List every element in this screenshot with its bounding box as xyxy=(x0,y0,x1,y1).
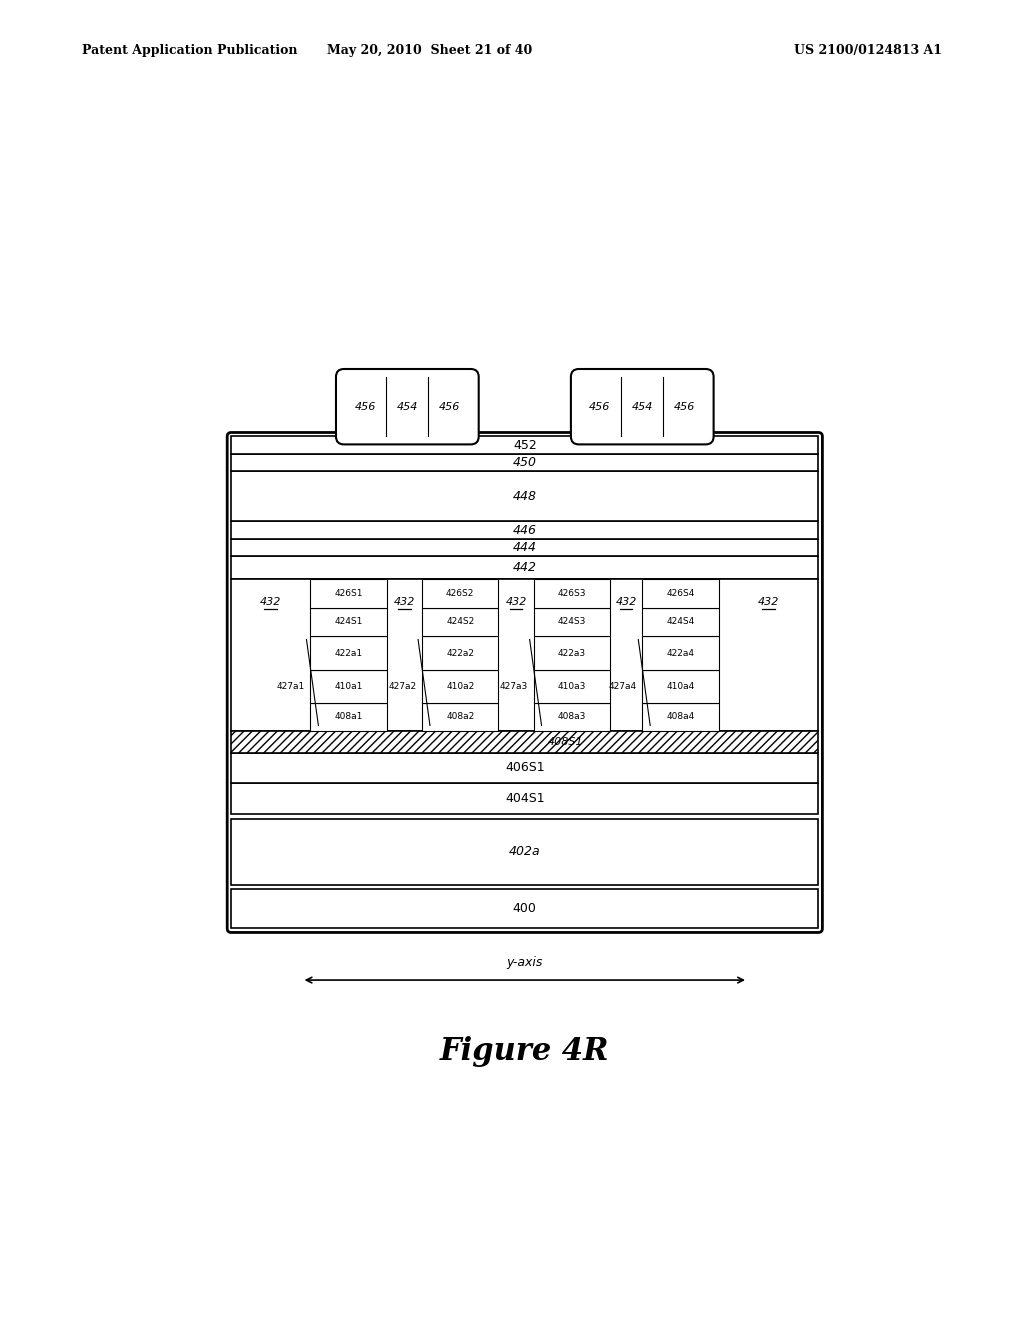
Bar xyxy=(422,702,499,731)
Bar xyxy=(534,579,610,607)
Text: 406S1: 406S1 xyxy=(505,762,545,775)
Bar xyxy=(534,607,610,636)
Text: 432: 432 xyxy=(615,597,637,607)
Text: 454: 454 xyxy=(396,401,418,412)
Text: 422a4: 422a4 xyxy=(667,648,694,657)
Text: 456: 456 xyxy=(354,401,376,412)
Bar xyxy=(310,671,387,702)
Bar xyxy=(231,752,818,783)
Bar xyxy=(231,556,818,579)
Text: 432: 432 xyxy=(758,597,779,607)
Text: 410a2: 410a2 xyxy=(446,682,474,690)
Bar xyxy=(310,702,387,731)
Text: 408a4: 408a4 xyxy=(667,713,694,722)
Bar xyxy=(422,671,499,702)
Text: 400: 400 xyxy=(513,903,537,916)
Text: 444: 444 xyxy=(513,541,537,553)
Text: Figure 4R: Figure 4R xyxy=(440,1036,609,1067)
Text: 408a2: 408a2 xyxy=(446,713,474,722)
Bar xyxy=(231,471,818,521)
Bar xyxy=(310,579,387,607)
Text: 410a1: 410a1 xyxy=(335,682,362,690)
Text: 426S3: 426S3 xyxy=(557,589,586,598)
Text: 426S4: 426S4 xyxy=(667,589,694,598)
Text: 432: 432 xyxy=(393,597,415,607)
Text: 422a1: 422a1 xyxy=(335,648,362,657)
Text: 446: 446 xyxy=(513,524,537,536)
Text: Patent Application Publication: Patent Application Publication xyxy=(82,44,297,57)
Text: 432: 432 xyxy=(505,597,526,607)
Text: 456: 456 xyxy=(439,401,461,412)
Text: y-axis: y-axis xyxy=(507,956,543,969)
Bar xyxy=(231,731,818,752)
Text: 424S3: 424S3 xyxy=(558,618,586,627)
Text: 408S1: 408S1 xyxy=(548,737,584,747)
Text: 426S1: 426S1 xyxy=(335,589,362,598)
Bar xyxy=(310,607,387,636)
Text: 410a3: 410a3 xyxy=(558,682,586,690)
Text: 422a3: 422a3 xyxy=(558,648,586,657)
Text: May 20, 2010  Sheet 21 of 40: May 20, 2010 Sheet 21 of 40 xyxy=(328,44,532,57)
Text: 408a3: 408a3 xyxy=(558,713,586,722)
Text: 410a4: 410a4 xyxy=(667,682,694,690)
Text: 422a2: 422a2 xyxy=(446,648,474,657)
FancyBboxPatch shape xyxy=(227,433,822,932)
Text: 450: 450 xyxy=(513,455,537,469)
Text: 452: 452 xyxy=(513,438,537,451)
Bar xyxy=(422,579,499,607)
Bar xyxy=(642,579,719,607)
Bar xyxy=(231,454,818,471)
Bar xyxy=(642,607,719,636)
Bar xyxy=(642,671,719,702)
Bar xyxy=(310,636,387,671)
Text: 454: 454 xyxy=(632,401,653,412)
Text: 402a: 402a xyxy=(509,845,541,858)
Text: 404S1: 404S1 xyxy=(505,792,545,805)
Bar xyxy=(642,636,719,671)
Text: 426S2: 426S2 xyxy=(446,589,474,598)
Bar xyxy=(534,702,610,731)
Text: 424S2: 424S2 xyxy=(446,618,474,627)
Bar xyxy=(422,636,499,671)
Text: 424S4: 424S4 xyxy=(667,618,694,627)
Text: 427a2: 427a2 xyxy=(388,682,416,690)
Text: US 2100/0124813 A1: US 2100/0124813 A1 xyxy=(794,44,942,57)
Bar xyxy=(534,671,610,702)
Text: 427a4: 427a4 xyxy=(608,682,637,690)
Text: 427a1: 427a1 xyxy=(276,682,305,690)
Bar xyxy=(231,579,818,731)
Bar xyxy=(231,539,818,556)
Text: 456: 456 xyxy=(589,401,610,412)
Text: 408a1: 408a1 xyxy=(335,713,362,722)
Bar xyxy=(231,890,818,928)
FancyBboxPatch shape xyxy=(571,370,714,445)
Text: 432: 432 xyxy=(260,597,282,607)
Bar xyxy=(231,521,818,539)
Text: 442: 442 xyxy=(513,561,537,574)
Text: 448: 448 xyxy=(513,490,537,503)
Bar xyxy=(534,636,610,671)
Bar xyxy=(231,783,818,814)
Bar xyxy=(422,607,499,636)
Text: 427a3: 427a3 xyxy=(500,682,528,690)
Text: 424S1: 424S1 xyxy=(335,618,362,627)
Text: 456: 456 xyxy=(674,401,695,412)
Bar xyxy=(642,702,719,731)
FancyBboxPatch shape xyxy=(336,370,478,445)
Bar xyxy=(231,818,818,884)
Bar xyxy=(231,437,818,454)
